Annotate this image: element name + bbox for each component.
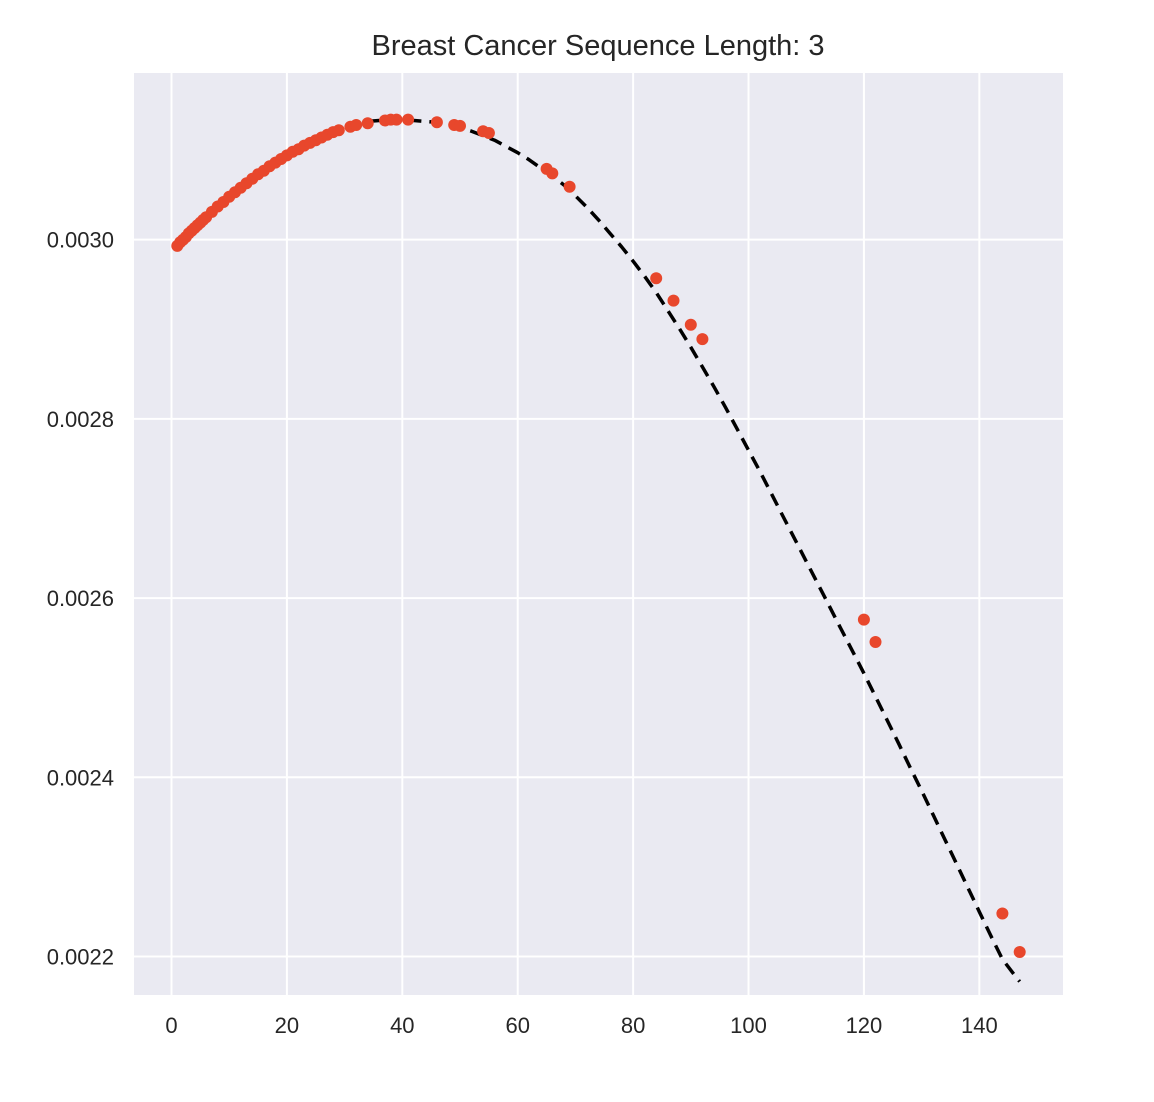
data-point [454,119,466,132]
data-points [171,113,1026,958]
data-point [857,613,870,626]
data-point [361,117,374,130]
x-tick-label: 40 [390,1013,414,1038]
plot-area [134,73,1063,995]
x-tick-label: 20 [275,1013,299,1038]
x-tick-label: 120 [846,1013,883,1038]
y-tick-label: 0.0028 [47,407,114,432]
x-tick-label: 100 [730,1013,767,1038]
x-tick-label: 140 [961,1013,998,1038]
data-point [350,119,363,131]
x-tick-label: 80 [621,1013,645,1038]
data-point [332,124,345,137]
data-point [563,180,576,193]
y-axis-ticks: 0.0022 0.0024 0.0026 0.0028 0.0030 [47,228,114,970]
data-point [390,113,403,126]
chart-title: Breast Cancer Sequence Length: 3 [371,30,824,62]
data-point [996,907,1009,920]
y-tick-label: 0.0024 [47,765,114,790]
data-point [1013,946,1026,958]
data-point [402,113,415,126]
y-tick-label: 0.0030 [47,228,114,253]
data-point [684,318,697,331]
data-point [546,167,559,180]
x-axis-ticks: 0 20 40 60 80 100 120 140 [165,1013,997,1038]
data-point [430,116,443,129]
data-point [482,127,495,139]
data-point [667,294,680,307]
y-tick-label: 0.0026 [47,586,114,611]
grid [134,73,1063,995]
data-point [696,333,709,346]
y-tick-label: 0.0022 [47,944,114,969]
data-point [650,272,663,285]
x-tick-label: 60 [505,1013,529,1038]
data-point [869,636,882,648]
x-tick-label: 0 [165,1013,177,1038]
